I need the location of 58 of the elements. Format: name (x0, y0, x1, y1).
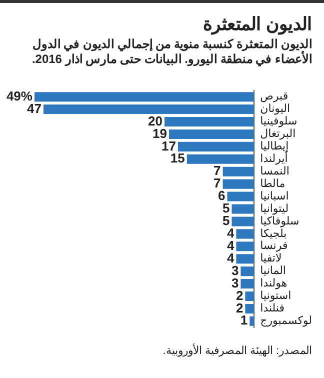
bar (43, 104, 254, 114)
y-tick-label: استونيا (260, 289, 292, 302)
data-label: 19 (152, 126, 167, 141)
y-tick-label: أيرلندا (260, 151, 288, 166)
bar (236, 242, 254, 252)
y-tick-label: اسبانيا (260, 189, 289, 202)
data-label: 15 (170, 150, 185, 166)
bar (232, 204, 254, 214)
y-tick-label: سلوفاكيا (260, 214, 300, 228)
y-tick-label: النمسا (260, 164, 290, 178)
y-tick-label: مالطا (260, 176, 286, 190)
data-label: 6 (218, 188, 226, 204)
bar (250, 316, 254, 326)
bar (186, 154, 254, 164)
bar (227, 192, 254, 202)
bar (168, 129, 254, 139)
bar (34, 92, 254, 102)
y-tick-label: لاتفيا (260, 252, 282, 265)
bar (236, 229, 254, 239)
bar (222, 166, 254, 176)
y-tick-label: البرتغال (260, 127, 296, 140)
bar (245, 291, 254, 302)
y-tick-label: سلوفينيا (260, 114, 298, 128)
data-label: 20 (148, 113, 162, 128)
bar (236, 254, 254, 264)
y-tick-label: ليتوانيا (260, 202, 289, 215)
data-label: 7 (214, 163, 221, 178)
data-label: 5 (222, 200, 230, 216)
y-tick-label: فرنسا (260, 239, 288, 252)
y-tick-label: المانيا (260, 264, 286, 278)
data-label: 47 (26, 100, 42, 116)
bar (240, 279, 254, 289)
bar (245, 304, 254, 314)
data-label: 5 (222, 213, 230, 228)
bar (240, 266, 254, 276)
data-label: 49% (6, 88, 33, 104)
data-label: 3 (231, 275, 239, 290)
y-tick-label: فنلندا (260, 302, 285, 315)
y-tick-label: هولندا (260, 276, 288, 290)
chart-title: الديون المتعثرة (202, 13, 312, 35)
bar (222, 179, 254, 189)
data-label: 7 (214, 176, 221, 191)
text: المصدر: الهيئة المصرفية الأوروبية. (162, 344, 312, 357)
data-label: 17 (161, 138, 176, 154)
data-label: 1 (240, 312, 248, 328)
data-label: 2 (236, 288, 244, 303)
bar (164, 116, 254, 127)
y-tick-label: بلجيكا (260, 226, 287, 240)
y-tick-label: اليونان (260, 102, 290, 116)
y-tick-label: إيطاليا (260, 140, 289, 153)
bar (178, 142, 254, 152)
data-label: 2 (236, 300, 244, 316)
bar (232, 216, 254, 226)
y-tick-label: لوكسمبورج (260, 314, 312, 328)
chart-subtitle: الديون المتعثرة كنسبة منوية من إجمالي الديون في الدول الأعضاء في منطقة اليورو. البيانات حتى مارس اذار 2016. (30, 37, 312, 67)
data-label: 4 (226, 250, 235, 266)
y-tick-label: قبرص (260, 90, 288, 103)
data-label: 3 (231, 262, 239, 278)
